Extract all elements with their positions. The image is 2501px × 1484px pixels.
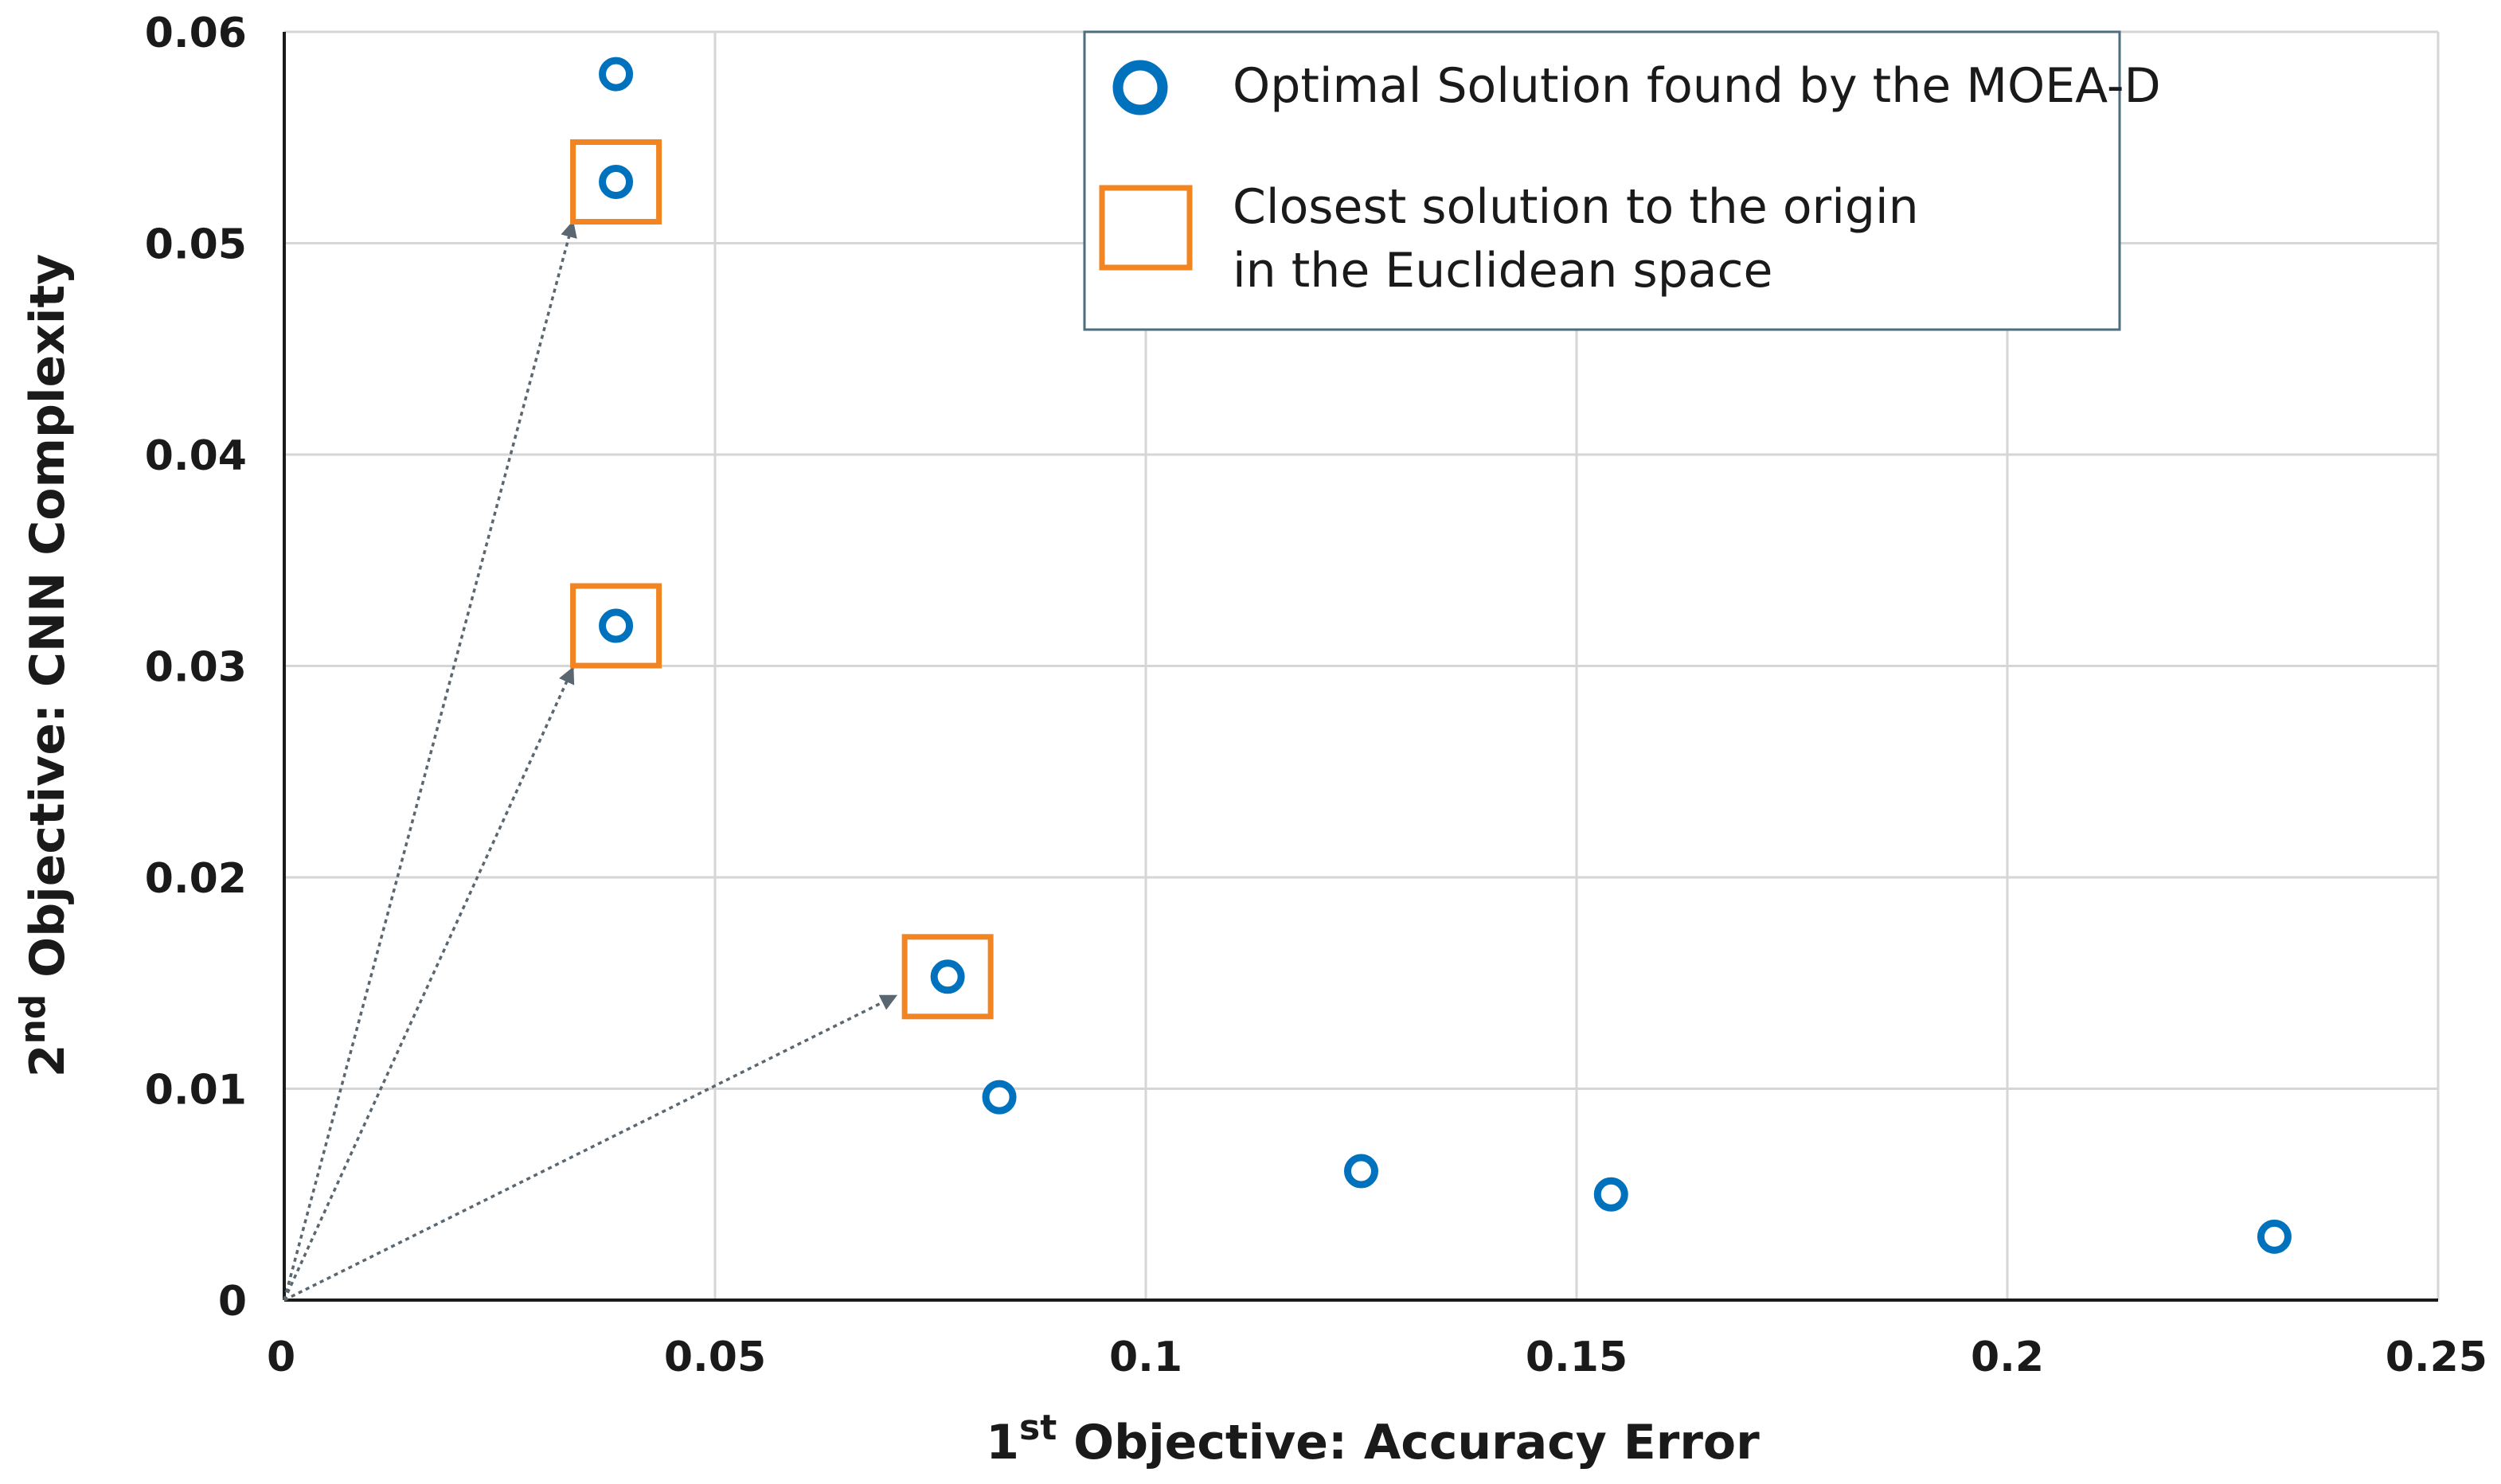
legend-square-icon — [1099, 185, 1193, 271]
y-tick-label: 0.01 — [145, 1067, 247, 1115]
arrows — [283, 220, 898, 1302]
closest-solution-square — [570, 583, 662, 669]
legend-label-optimal: Optimal Solution found by the MOEA-D — [1233, 58, 2161, 114]
origin-arrow — [283, 220, 577, 1301]
x-axis-label-rest: Objective: Accuracy Error — [1057, 1415, 1760, 1470]
y-axis-label-prefix: 2 — [20, 1045, 76, 1078]
closest-solution-square — [901, 934, 994, 1020]
tick-labels: 0 0.05 0.1 0.15 0.2 0.25 0 0.01 0.02 0.03 0.04 0.05… — [145, 10, 2487, 1381]
origin-arrow — [283, 666, 575, 1301]
y-tick-label: 0.06 — [145, 10, 247, 57]
axes — [283, 32, 2438, 1302]
optimal-solution-point — [930, 959, 965, 994]
optimal-solution-point — [982, 1080, 1017, 1115]
optimal-solution-point — [1344, 1154, 1378, 1189]
y-tick-label: 0.04 — [145, 432, 247, 480]
legend-label-closest-line1: Closest solution to the origin — [1233, 179, 1919, 235]
x-tick-label: 0.05 — [664, 1334, 766, 1381]
optimal-solution-point — [599, 608, 634, 643]
legend-label-closest-line2: in the Euclidean space — [1233, 243, 1772, 299]
x-tick-label: 0 — [267, 1334, 295, 1381]
optimal-solution-point — [599, 57, 634, 92]
closest-solution-square — [570, 139, 662, 225]
y-axis-label-rest: Objective: CNN Complexity — [20, 254, 76, 994]
markers — [570, 57, 2292, 1254]
legend: Optimal Solution found by the MOEA-D Clo… — [1083, 30, 2161, 331]
legend-circle-icon — [1112, 60, 1168, 115]
y-tick-label: 0 — [218, 1278, 247, 1326]
optimal-solution-point — [2257, 1219, 2292, 1254]
legend-box — [1083, 30, 2121, 331]
x-tick-label: 0.2 — [1971, 1334, 2044, 1381]
optimal-solution-point — [1593, 1177, 1628, 1212]
y-tick-label: 0.02 — [145, 855, 247, 903]
optimal-solution-point — [599, 165, 634, 200]
x-axis-label-prefix: 1 — [986, 1415, 1019, 1470]
x-axis-label-sup: st — [1019, 1408, 1057, 1448]
x-tick-label: 0.25 — [2386, 1334, 2487, 1381]
y-axis-label: 2nd Objective: CNN Complexity — [13, 254, 76, 1078]
y-tick-label: 0.05 — [145, 221, 247, 269]
y-tick-label: 0.03 — [145, 644, 247, 692]
x-axis-label: 1st Objective: Accuracy Error — [986, 1408, 1760, 1470]
origin-arrow — [283, 994, 898, 1302]
y-axis-label-sup: nd — [13, 994, 53, 1045]
x-tick-label: 0.15 — [1526, 1334, 1628, 1381]
x-tick-label: 0.1 — [1109, 1334, 1182, 1381]
